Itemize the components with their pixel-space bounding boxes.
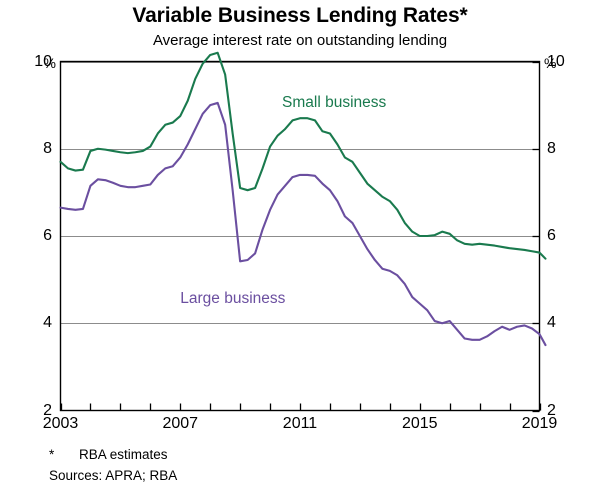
y-axis-unit-right: % xyxy=(544,55,557,71)
chart-subtitle: Average interest rate on outstanding len… xyxy=(152,32,448,49)
footnote-marker: * xyxy=(49,447,55,462)
y-axis-label-left-8: 8 xyxy=(43,139,52,157)
y-axis-label-right-10: 10 xyxy=(547,52,565,70)
y-axis-label-right-8: 8 xyxy=(547,139,556,157)
y-axis-tick-marks xyxy=(532,61,540,413)
x-axis-label-2007: 2007 xyxy=(162,415,199,432)
y-axis-label-right-2: 2 xyxy=(547,401,556,419)
x-axis-minor-ticks xyxy=(60,403,542,411)
gridlines xyxy=(60,62,540,324)
y-axis-label-left-2: 2 xyxy=(43,401,52,419)
y-axis-label-left-6: 6 xyxy=(43,227,52,244)
x-axis-label-2003: 2003 xyxy=(42,415,79,432)
series-label-large-business: Large business xyxy=(180,290,286,308)
y-axis-label-left-10: 10 xyxy=(34,52,52,70)
y-axis-unit-left: % xyxy=(43,55,56,71)
x-axis-label-2019: 2019 xyxy=(521,415,558,432)
footnote-sources: Sources: APRA; RBA xyxy=(49,468,178,483)
chart-title: Variable Business Lending Rates* xyxy=(132,4,468,27)
y-axis-label-right-4: 4 xyxy=(547,314,556,332)
y-axis-label-right-6: 6 xyxy=(547,227,556,244)
series-lines xyxy=(59,51,547,347)
x-axis-label-2011: 2011 xyxy=(282,415,318,432)
y-axis-label-left-4: 4 xyxy=(43,314,52,332)
x-axis-label-2015: 2015 xyxy=(401,415,438,432)
footnote-note: RBA estimates xyxy=(79,447,168,462)
series-label-small-business: Small business xyxy=(282,93,387,111)
plot-frame xyxy=(59,60,541,412)
